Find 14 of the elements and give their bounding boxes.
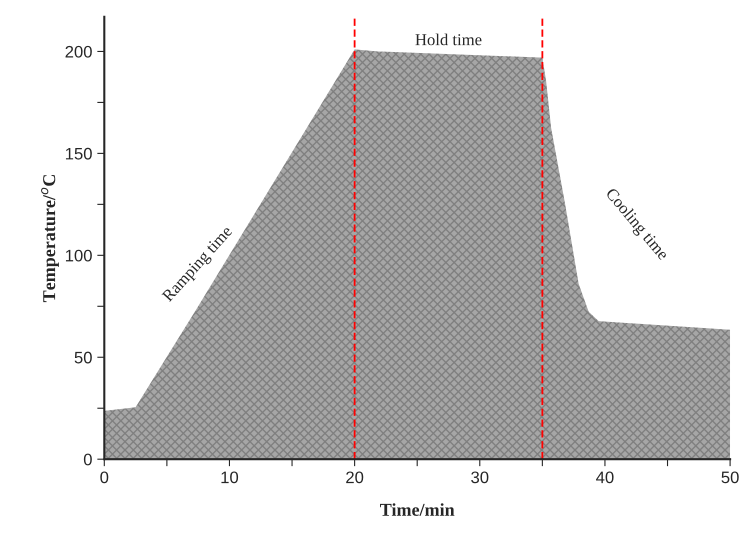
y-tick-label: 150 — [66, 148, 92, 160]
x-tick-label: 30 — [471, 471, 488, 484]
x-tick-label: 20 — [346, 471, 364, 484]
x-tick-label: 40 — [596, 471, 614, 484]
y-axis-title: Temperature/$^{o}$C — [41, 175, 59, 302]
y-tick-label: 50 — [74, 352, 92, 364]
y-tick-label: 100 — [66, 250, 92, 262]
x-axis-title: Time/min — [380, 503, 454, 516]
x-tick-label: 0 — [100, 471, 108, 484]
y-tick-label: 0 — [84, 454, 92, 466]
x-tick-label: 10 — [221, 471, 238, 484]
y-tick-label: 200 — [66, 46, 92, 58]
annotation: Hold time — [415, 34, 482, 46]
x-tick-label: 50 — [722, 471, 739, 484]
